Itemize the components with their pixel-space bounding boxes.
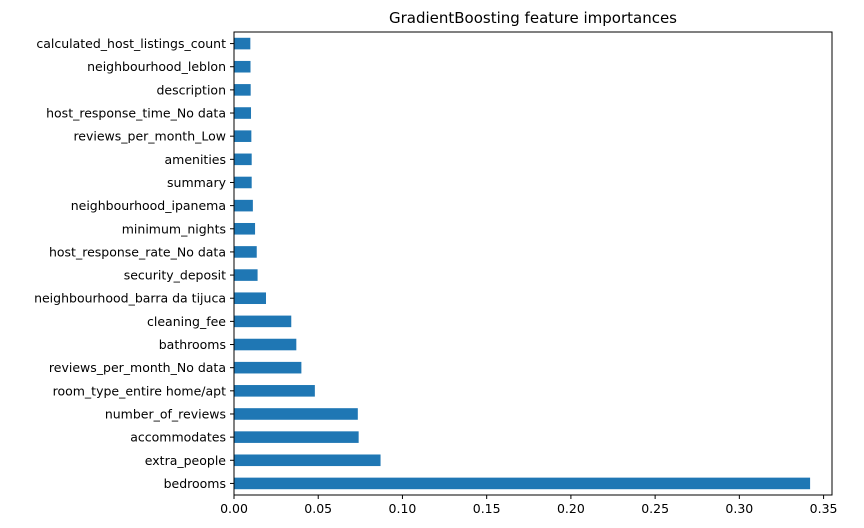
y-tick-label: host_response_time_No data [46,106,226,121]
bars-layer [234,37,811,490]
y-tick-label: bedrooms [164,476,226,491]
y-tick-label: reviews_per_month_Low [73,129,226,144]
bar-8 [234,292,267,305]
y-tick-label: extra_people [145,453,226,468]
bar-19 [234,37,251,50]
bar-11 [234,222,256,235]
y-tick-label: description [156,82,226,97]
plot-frame [233,31,833,496]
x-tick-label: 0.00 [220,501,248,516]
x-tick-label: 0.30 [725,501,753,516]
y-tick-label: room_type_entire home/apt [53,383,227,398]
y-tick-label: calculated_host_listings_count [36,36,226,51]
y-axis-ticks: bedrooms extra_people accommodates number_o… [34,36,234,491]
bar-4 [234,385,315,397]
y-tick-label: reviews_per_month_No data [49,360,226,375]
bar-6 [234,338,297,351]
x-tick-label: 0.25 [641,501,669,516]
x-tick-label: 0.35 [810,501,838,516]
y-tick-label: neighbourhood_barra da tijuca [34,291,226,306]
bar-14 [234,153,252,166]
bar-18 [234,60,251,73]
bar-7 [234,315,292,328]
bar-0 [234,477,811,490]
bar-12 [234,199,253,212]
y-tick-label: accommodates [130,430,226,445]
bar-3 [234,408,358,420]
bar-5 [234,361,302,374]
y-tick-label: summary [167,175,227,190]
y-tick-label: amenities [165,152,227,167]
x-tick-label: 0.10 [389,501,417,516]
bar-13 [234,176,252,189]
bar-10 [234,246,257,258]
x-tick-label: 0.05 [304,501,332,516]
bar-1 [234,454,381,467]
bar-17 [234,84,251,96]
y-tick-label: host_response_rate_No data [49,244,226,259]
y-tick-label: security_deposit [124,268,226,283]
y-tick-label: neighbourhood_leblon [87,59,226,74]
chart-title: GradientBoosting feature importances [389,9,677,27]
bar-15 [234,130,252,142]
y-tick-label: number_of_reviews [105,406,226,421]
x-tick-label: 0.20 [557,501,585,516]
x-axis-ticks: 0.00 0.05 0.10 0.15 0.20 0.25 0.30 0.35 [220,495,837,516]
y-tick-label: neighbourhood_ipanema [71,198,226,213]
bar-9 [234,269,258,281]
x-tick-label: 0.15 [473,501,501,516]
bar-2 [234,431,359,443]
y-tick-label: minimum_nights [122,221,226,236]
bar-16 [234,107,252,119]
y-tick-label: cleaning_fee [147,314,226,329]
y-tick-label: bathrooms [159,337,226,352]
